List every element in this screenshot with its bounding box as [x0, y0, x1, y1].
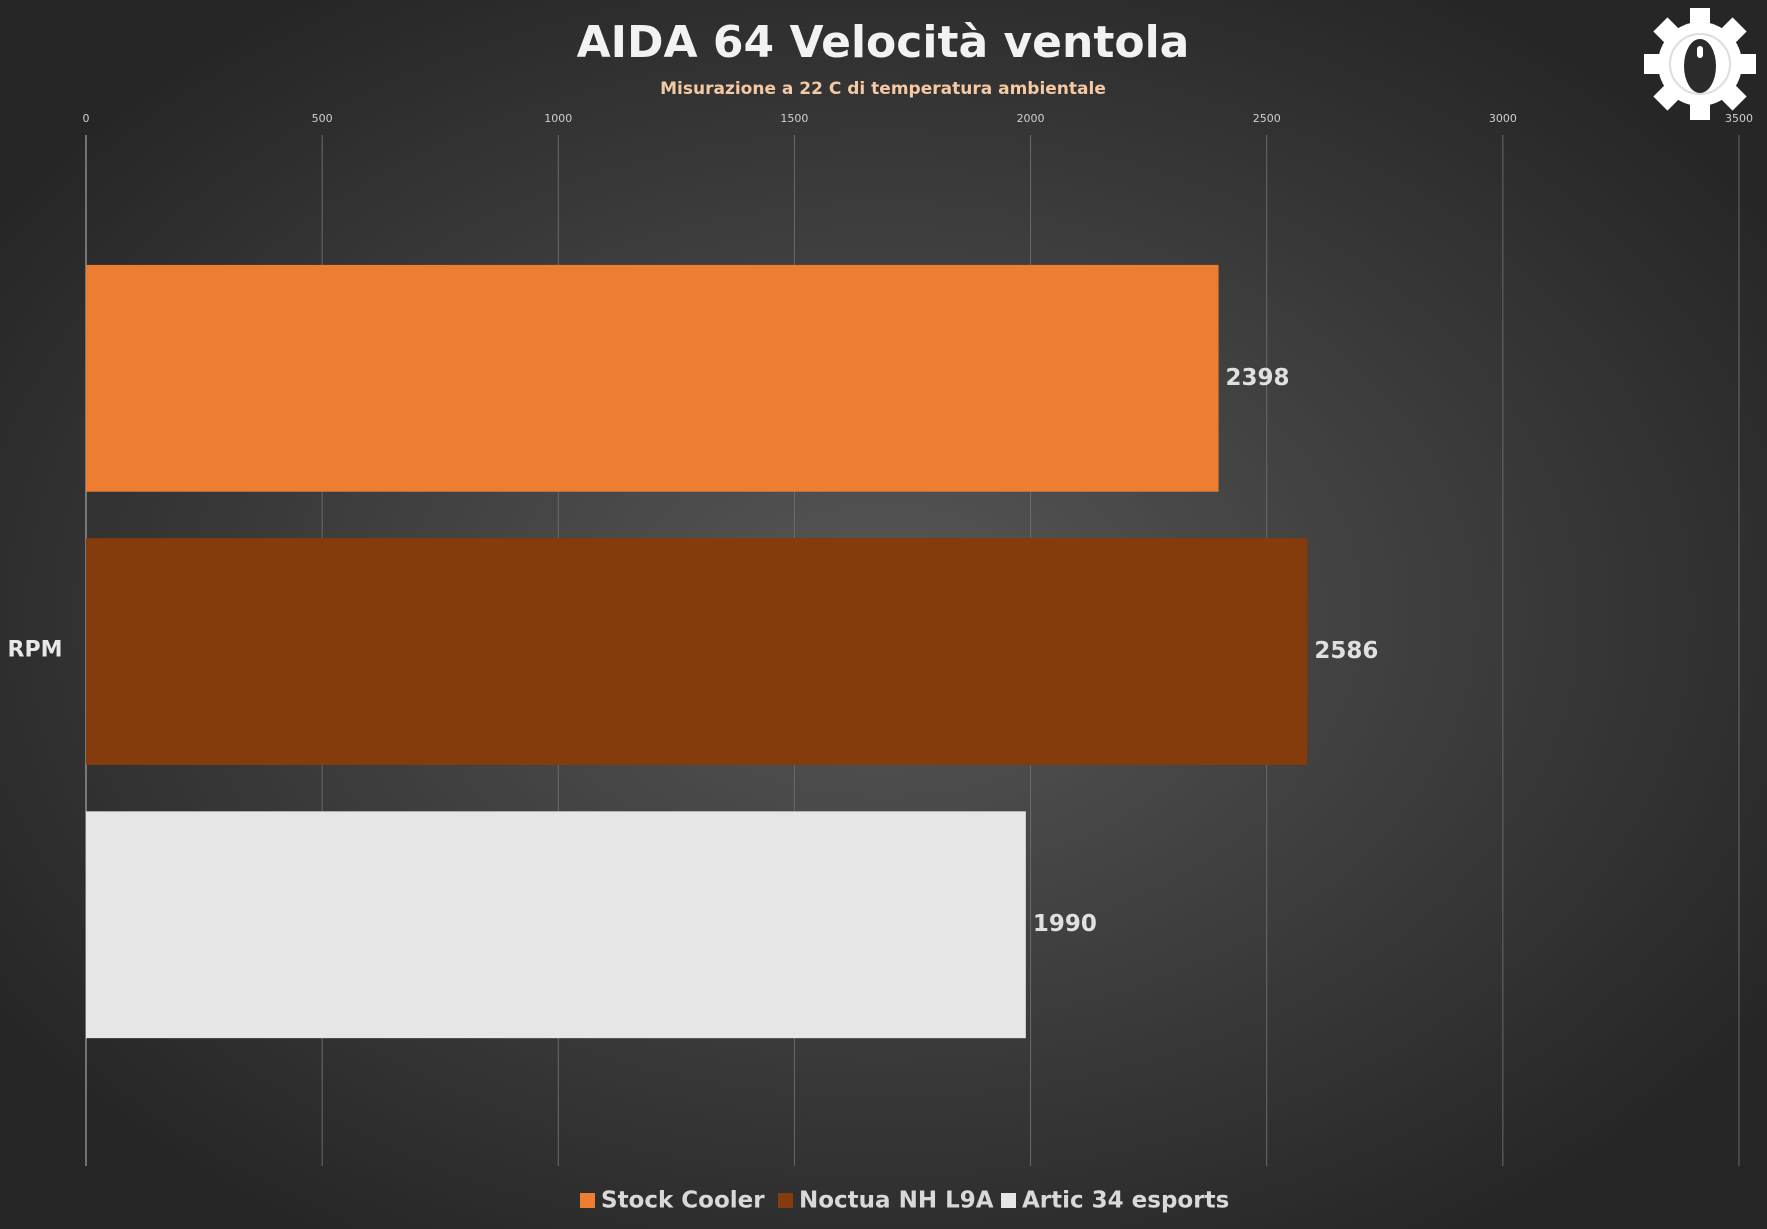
x-tick-label: 1000	[544, 112, 572, 125]
value-label: 1990	[1033, 911, 1097, 937]
bar	[86, 538, 1308, 765]
legend-label: Noctua NH L9A	[799, 1188, 994, 1214]
x-tick-label: 3500	[1725, 112, 1753, 125]
legend-swatch	[580, 1193, 595, 1208]
value-label: 2586	[1314, 638, 1378, 664]
legend-swatch	[1001, 1193, 1016, 1208]
chart-subtitle: Misurazione a 22 C di temperatura ambien…	[660, 79, 1106, 99]
x-tick-label: 1500	[780, 112, 808, 125]
x-tick-label: 2500	[1253, 112, 1281, 125]
chart-title: AIDA 64 Velocità ventola	[577, 17, 1190, 68]
x-tick-label: 0	[83, 112, 90, 125]
y-tick-label: RPM	[8, 638, 63, 663]
legend-label: Stock Cooler	[601, 1188, 765, 1214]
logo	[1644, 8, 1756, 120]
x-tick-label: 500	[312, 112, 333, 125]
x-tick-label: 3000	[1489, 112, 1517, 125]
x-tick-label: 2000	[1017, 112, 1045, 125]
value-label: 2398	[1226, 365, 1290, 391]
legend-swatch	[778, 1193, 793, 1208]
bar	[86, 811, 1026, 1039]
legend-label: Artic 34 esports	[1022, 1188, 1229, 1214]
bar	[86, 264, 1219, 492]
